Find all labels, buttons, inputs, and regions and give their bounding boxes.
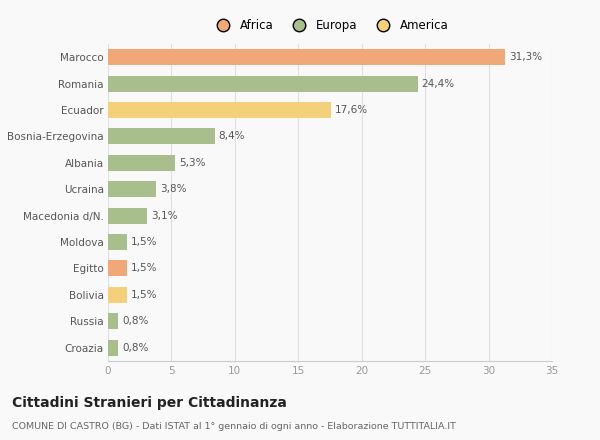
Bar <box>108 260 127 276</box>
Text: 1,5%: 1,5% <box>131 237 157 247</box>
Text: 8,4%: 8,4% <box>218 132 245 141</box>
Text: 1,5%: 1,5% <box>131 264 157 273</box>
Text: 1,5%: 1,5% <box>131 290 157 300</box>
Text: COMUNE DI CASTRO (BG) - Dati ISTAT al 1° gennaio di ogni anno - Elaborazione TUT: COMUNE DI CASTRO (BG) - Dati ISTAT al 1°… <box>12 422 456 431</box>
Bar <box>108 340 118 356</box>
Text: 3,8%: 3,8% <box>160 184 187 194</box>
Text: Cittadini Stranieri per Cittadinanza: Cittadini Stranieri per Cittadinanza <box>12 396 287 410</box>
Bar <box>108 287 127 303</box>
Bar <box>108 102 331 118</box>
Text: 31,3%: 31,3% <box>509 52 542 62</box>
Text: 0,8%: 0,8% <box>122 343 148 352</box>
Bar <box>108 313 118 329</box>
Bar <box>108 49 505 65</box>
Text: 0,8%: 0,8% <box>122 316 148 326</box>
Text: 5,3%: 5,3% <box>179 158 206 168</box>
Bar <box>108 181 156 197</box>
Bar <box>108 155 175 171</box>
Bar <box>108 128 215 144</box>
Text: 3,1%: 3,1% <box>151 211 178 220</box>
Bar <box>108 76 418 92</box>
Text: 17,6%: 17,6% <box>335 105 368 115</box>
Legend: Africa, Europa, America: Africa, Europa, America <box>211 19 449 32</box>
Bar <box>108 208 148 224</box>
Bar <box>108 234 127 250</box>
Text: 24,4%: 24,4% <box>421 79 454 88</box>
